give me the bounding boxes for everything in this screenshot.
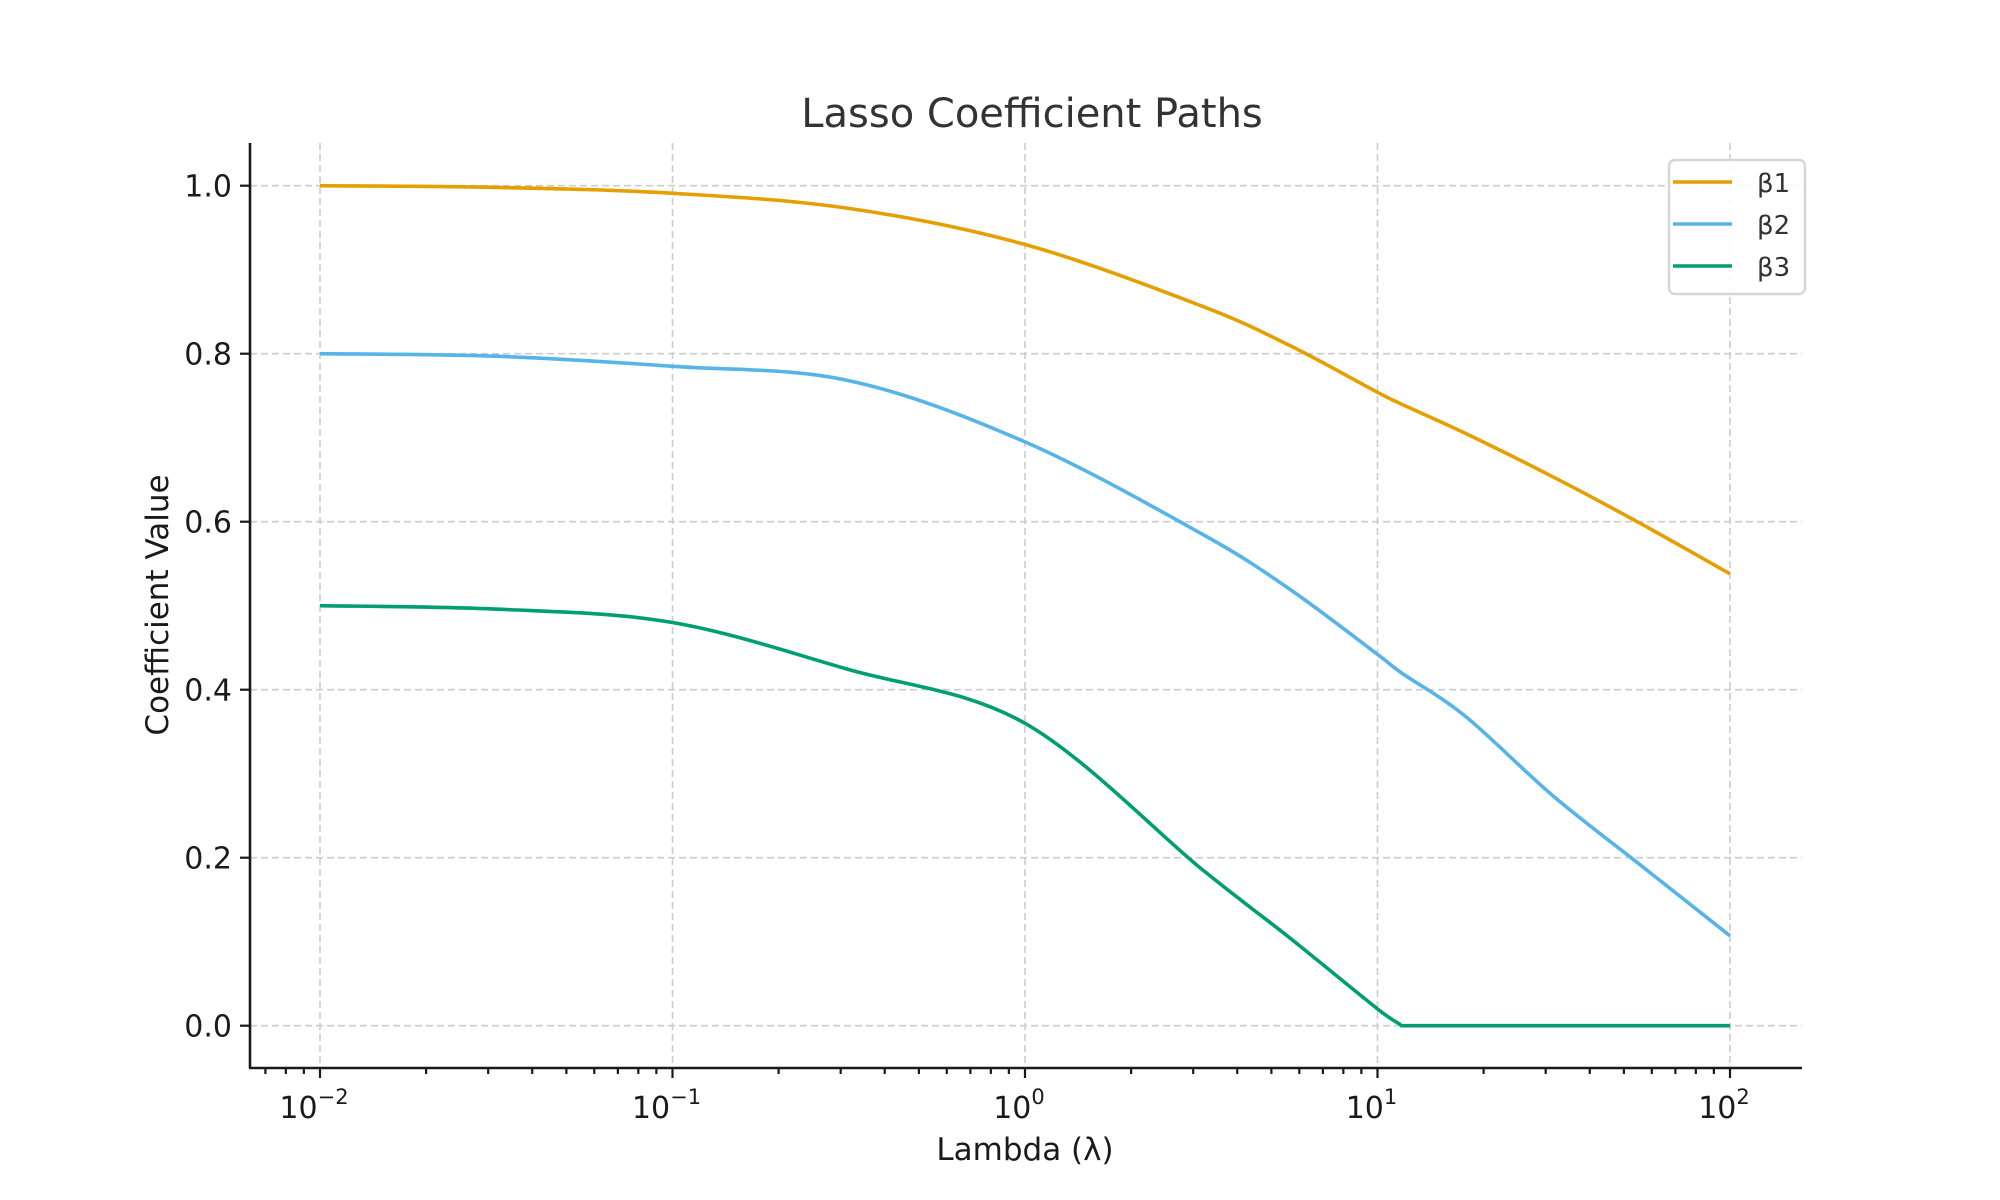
series-lines [319, 183, 1732, 1028]
y-tick-label: 0.8 [184, 338, 232, 373]
grid-lines [250, 143, 1802, 1068]
x-tick-label: 101 [1346, 1085, 1398, 1126]
y-axis-ticks: 0.0 0.2 0.4 0.6 0.8 1.0 [184, 170, 250, 1045]
legend-label: β1 [1757, 169, 1790, 199]
legend: β1 β2 β3 [1667, 158, 1807, 296]
legend-items: β1 β2 β3 [1673, 169, 1790, 283]
chart-title: Lasso Coefficient Paths [801, 91, 1263, 137]
x-tick-label: 102 [1698, 1085, 1750, 1126]
y-tick-label: 0.6 [184, 506, 232, 541]
x-axis-ticks: 10−2 10−1 100 101 102 [264, 1068, 1750, 1126]
y-tick-label: 0.0 [184, 1010, 232, 1045]
legend-frame [1667, 158, 1807, 296]
y-tick-label: 0.4 [184, 674, 232, 709]
series-line-β3 [319, 603, 1730, 1028]
legend-label: β3 [1757, 253, 1790, 283]
series-line-β1 [319, 183, 1731, 576]
x-tick-label: 10−2 [279, 1085, 348, 1126]
series-line-β2 [319, 351, 1732, 938]
y-tick-label: 1.0 [184, 170, 232, 205]
y-axis-label: Coefficient Value [140, 474, 176, 735]
legend-label: β2 [1757, 211, 1790, 241]
y-tick-label: 0.2 [184, 842, 232, 877]
x-axis-label: Lambda (λ) [936, 1132, 1113, 1168]
x-tick-label: 100 [993, 1085, 1045, 1126]
x-tick-label: 10−1 [632, 1085, 701, 1126]
